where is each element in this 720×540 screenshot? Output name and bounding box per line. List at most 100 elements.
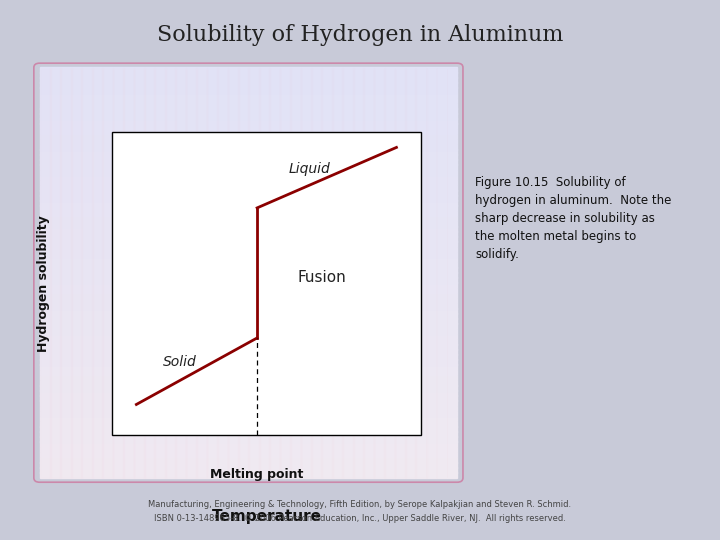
Bar: [374, 68, 384, 478]
Bar: [269, 68, 281, 478]
Bar: [40, 410, 457, 416]
Bar: [50, 68, 61, 478]
Bar: [40, 129, 457, 134]
Text: Hydrogen solubility: Hydrogen solubility: [37, 215, 50, 352]
Bar: [40, 83, 457, 88]
Bar: [40, 68, 50, 478]
Bar: [40, 395, 457, 401]
Bar: [186, 68, 197, 478]
Bar: [40, 237, 457, 242]
Bar: [40, 113, 457, 119]
Bar: [40, 375, 457, 380]
Bar: [40, 421, 457, 427]
Bar: [343, 68, 354, 478]
Bar: [40, 390, 457, 396]
Text: ISBN 0-13-148965-8. © 2006 Pearson Education, Inc., Upper Saddle River, NJ.  All: ISBN 0-13-148965-8. © 2006 Pearson Educa…: [154, 514, 566, 523]
Bar: [40, 190, 457, 195]
Bar: [395, 68, 406, 478]
Bar: [40, 205, 457, 211]
Bar: [40, 282, 457, 288]
Bar: [40, 323, 457, 329]
Bar: [40, 77, 457, 83]
Bar: [446, 68, 458, 478]
Bar: [40, 436, 457, 442]
Bar: [40, 431, 457, 437]
Bar: [40, 354, 457, 360]
Bar: [40, 298, 457, 303]
Bar: [415, 68, 426, 478]
Bar: [40, 360, 457, 365]
Bar: [301, 68, 312, 478]
Bar: [40, 447, 457, 453]
Bar: [40, 287, 457, 293]
Bar: [40, 380, 457, 386]
Bar: [40, 308, 457, 314]
Bar: [81, 68, 92, 478]
Bar: [40, 175, 457, 180]
Bar: [40, 451, 457, 457]
Bar: [353, 68, 364, 478]
Bar: [40, 241, 457, 247]
Bar: [40, 231, 457, 237]
Bar: [405, 68, 416, 478]
Bar: [40, 416, 457, 421]
Bar: [40, 103, 457, 109]
Bar: [40, 87, 457, 93]
Bar: [40, 339, 457, 345]
Text: Temperature: Temperature: [212, 509, 321, 524]
Bar: [175, 68, 186, 478]
Bar: [102, 68, 113, 478]
Bar: [40, 149, 457, 154]
Bar: [40, 257, 457, 262]
Bar: [40, 426, 457, 432]
Bar: [40, 462, 457, 468]
Bar: [40, 467, 457, 473]
Bar: [290, 68, 301, 478]
Bar: [40, 93, 457, 98]
Text: Solubility of Hydrogen in Aluminum: Solubility of Hydrogen in Aluminum: [157, 24, 563, 46]
Bar: [40, 252, 457, 258]
Bar: [40, 272, 457, 278]
Bar: [40, 364, 457, 370]
Bar: [165, 68, 176, 478]
Bar: [60, 68, 72, 478]
Bar: [259, 68, 270, 478]
Bar: [40, 185, 457, 191]
Text: Fusion: Fusion: [298, 270, 346, 285]
Bar: [40, 385, 457, 391]
Bar: [40, 216, 457, 221]
Bar: [40, 442, 457, 447]
Bar: [40, 72, 457, 78]
Bar: [40, 457, 457, 462]
Bar: [40, 139, 457, 145]
Bar: [238, 68, 249, 478]
Bar: [40, 195, 457, 201]
Bar: [40, 293, 457, 298]
Bar: [112, 132, 421, 435]
Bar: [248, 68, 260, 478]
Bar: [40, 334, 457, 340]
Bar: [40, 328, 457, 334]
Bar: [40, 134, 457, 139]
Bar: [40, 221, 457, 226]
Bar: [384, 68, 395, 478]
Bar: [40, 472, 457, 478]
Bar: [123, 68, 134, 478]
Text: Manufacturing, Engineering & Technology, Fifth Edition, by Serope Kalpakjian and: Manufacturing, Engineering & Technology,…: [148, 501, 572, 509]
Bar: [40, 313, 457, 319]
Bar: [40, 67, 457, 73]
Bar: [40, 262, 457, 267]
Bar: [311, 68, 323, 478]
Bar: [207, 68, 218, 478]
Bar: [40, 200, 457, 206]
Bar: [40, 401, 457, 406]
Bar: [40, 211, 457, 216]
Bar: [40, 159, 457, 165]
Bar: [228, 68, 239, 478]
Bar: [40, 406, 457, 411]
Bar: [40, 164, 457, 170]
Bar: [154, 68, 166, 478]
Bar: [217, 68, 228, 478]
Bar: [196, 68, 207, 478]
Bar: [436, 68, 447, 478]
